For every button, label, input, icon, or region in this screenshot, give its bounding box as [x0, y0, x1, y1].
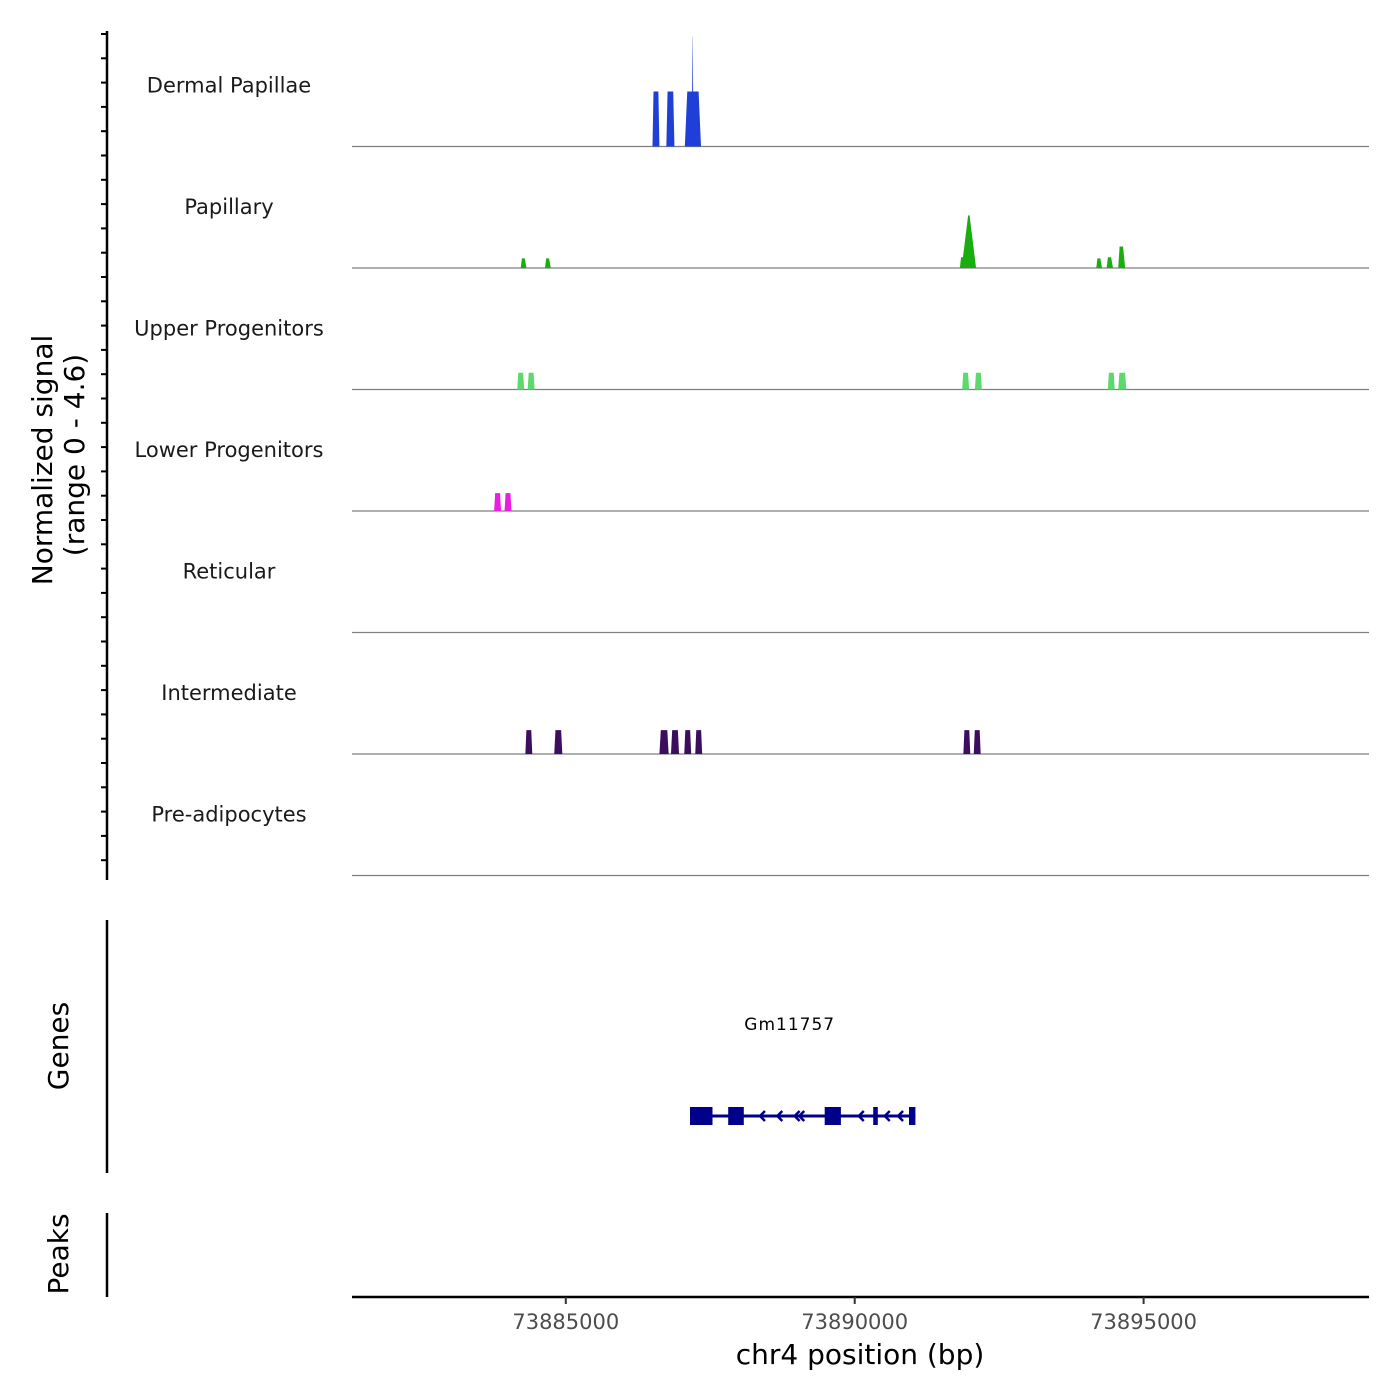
track-lower-progenitors: Lower Progenitors	[135, 438, 1369, 512]
track-intermediate: Intermediate	[161, 681, 1369, 755]
track-papillary: Papillary	[184, 195, 1369, 269]
signal-peak	[544, 258, 551, 268]
gene-exon	[909, 1107, 916, 1125]
track-label: Reticular	[183, 560, 276, 584]
strand-arrow	[758, 1110, 766, 1122]
signal-peak	[1106, 257, 1114, 268]
strand-arrow	[797, 1110, 806, 1122]
signal-peak	[973, 730, 981, 754]
gene-exon	[728, 1107, 744, 1125]
signal-peak	[1096, 258, 1103, 268]
x-tick-label: 73890000	[801, 1310, 908, 1334]
track-label: Pre-adipocytes	[151, 803, 306, 827]
signal-axis-ticks	[101, 33, 107, 862]
signal-axis-title-line2: (range 0 - 4.6)	[58, 354, 91, 556]
genes-axis-title: Genes	[42, 1002, 75, 1090]
track-pre-adipocytes: Pre-adipocytes	[151, 803, 1369, 877]
track-label: Papillary	[184, 195, 273, 219]
coverage-tracks: Dermal Papillae Papillary Upper Progenitor…	[134, 36, 1369, 877]
signal-peak	[684, 730, 692, 754]
genes-track: Gm11757	[690, 1015, 916, 1125]
strand-arrow	[883, 1110, 891, 1122]
x-tick-label: 73895000	[1090, 1310, 1197, 1334]
signal-peak	[659, 730, 669, 754]
signal-peak	[691, 36, 694, 147]
signal-peak	[652, 91, 660, 147]
signal-peak	[517, 372, 525, 390]
signal-axis-title-line1: Normalized signal	[26, 335, 59, 586]
gene-exon	[873, 1107, 878, 1125]
signal-peak	[554, 730, 563, 754]
strand-arrow	[775, 1110, 784, 1122]
signal-peak	[525, 730, 533, 754]
track-label: Upper Progenitors	[134, 317, 324, 341]
x-tick-label: 73885000	[512, 1310, 619, 1334]
signal-peak	[974, 372, 982, 390]
signal-peak	[494, 493, 502, 511]
signal-peak	[527, 372, 535, 390]
strand-arrow	[896, 1110, 904, 1122]
x-axis-title: chr4 position (bp)	[736, 1338, 985, 1371]
x-axis-ticks: 73885000 73890000 73895000	[512, 1297, 1197, 1334]
strand-arrow	[856, 1110, 865, 1122]
signal-peak	[961, 215, 977, 268]
track-label: Dermal Papillae	[147, 74, 311, 98]
track-dermal-papillae: Dermal Papillae	[147, 36, 1369, 148]
signal-peak	[695, 730, 703, 754]
peaks-axis-title: Peaks	[42, 1213, 75, 1294]
signal-peak	[504, 493, 512, 511]
track-reticular: Reticular	[183, 560, 1369, 634]
gene-exon	[824, 1107, 841, 1125]
track-label: Intermediate	[161, 681, 297, 705]
signal-peak	[963, 730, 971, 754]
gene-exon	[690, 1107, 713, 1125]
gene-gm11757: Gm11757	[690, 1015, 916, 1125]
signal-peak	[1107, 372, 1115, 390]
signal-peak	[666, 91, 675, 147]
track-upper-progenitors: Upper Progenitors	[134, 317, 1369, 391]
signal-peak	[1118, 246, 1126, 268]
strand-arrow	[792, 1110, 801, 1122]
signal-peak	[962, 372, 970, 390]
track-label: Lower Progenitors	[135, 438, 324, 462]
signal-peak	[670, 730, 680, 754]
signal-peak	[520, 258, 527, 268]
gene-label: Gm11757	[744, 1015, 835, 1035]
signal-peak	[1118, 372, 1127, 390]
